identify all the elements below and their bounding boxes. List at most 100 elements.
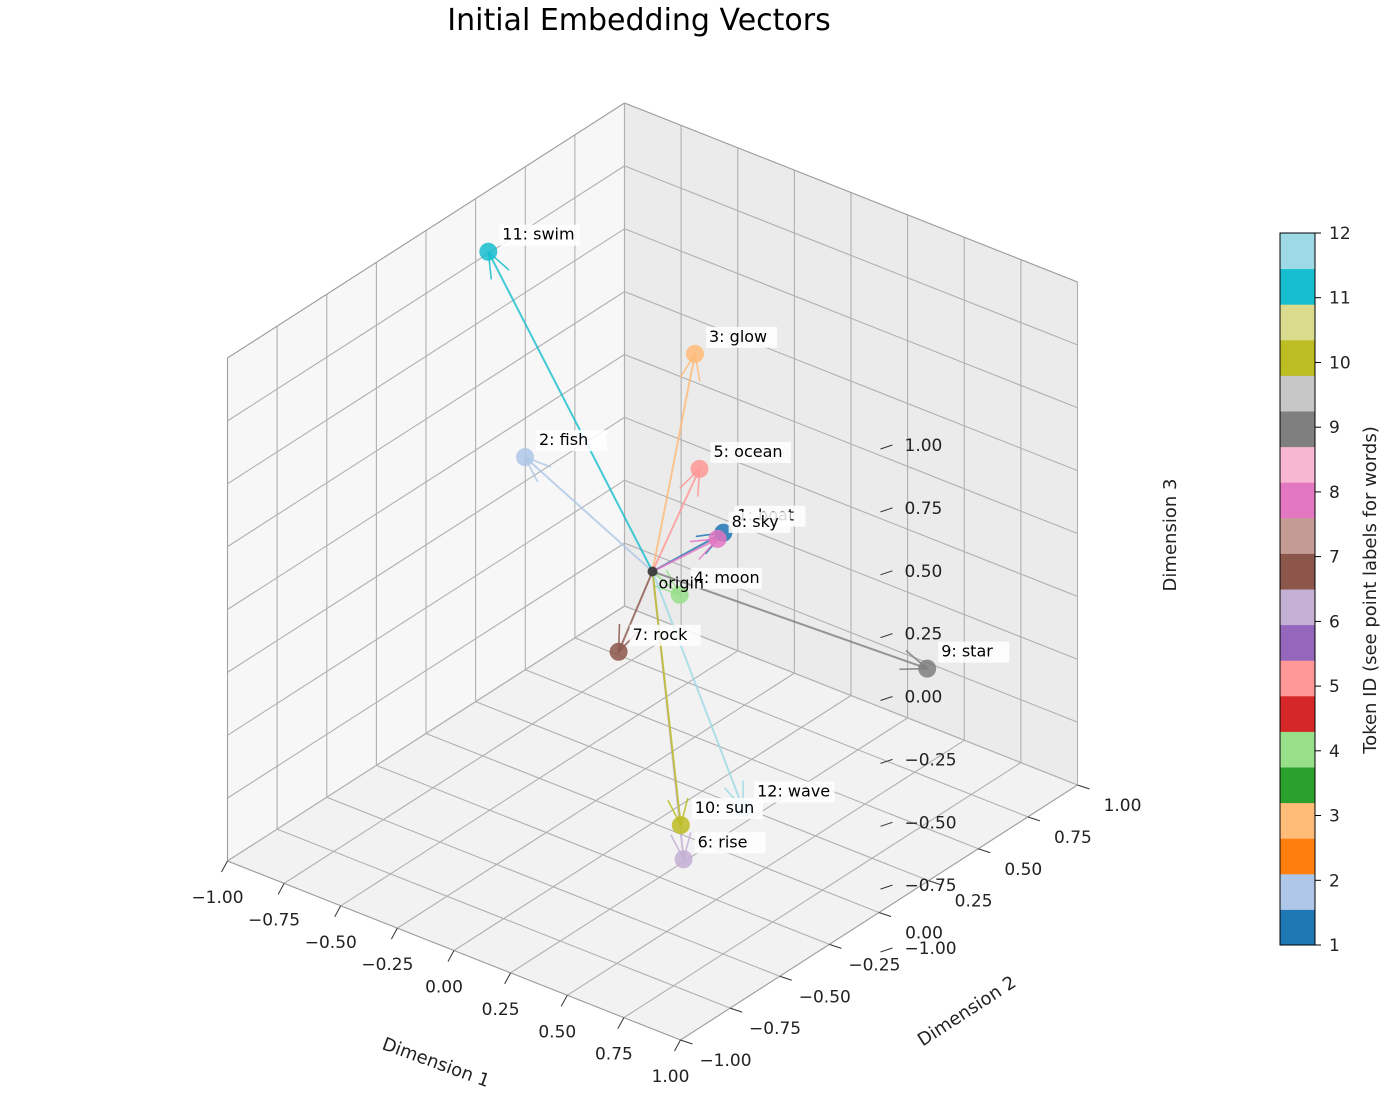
x-tick-mark — [674, 1039, 681, 1052]
pane-edge — [624, 102, 1078, 283]
colorbar-swatch — [1280, 873, 1315, 910]
z-tick-mark — [880, 884, 893, 890]
colorbar-tick-label: 9 — [1329, 418, 1340, 438]
label-bg-7 — [629, 624, 701, 646]
x-tick-label: −1.00 — [191, 888, 243, 908]
x-tick-mark — [617, 1017, 625, 1029]
y-tick-mark — [928, 880, 941, 886]
y-tick-mark — [1077, 784, 1090, 790]
x-tick-mark — [560, 995, 568, 1007]
colorbar-label: Token ID (see point labels for words) — [1360, 426, 1381, 754]
origin-point — [647, 566, 658, 577]
grid-line — [624, 165, 1078, 346]
point-label-8: 8: sky — [732, 512, 779, 531]
y-axis-label: Dimension 2 — [914, 972, 1020, 1051]
x-tick-mark — [447, 950, 455, 962]
grid-line — [227, 291, 625, 548]
grid-line — [475, 701, 929, 882]
y-tick-mark — [829, 943, 842, 949]
x-tick-label: 0.75 — [595, 1045, 633, 1065]
point-label-2: 2: fish — [539, 430, 588, 449]
x-tick-mark — [221, 860, 228, 873]
z-tick-mark — [880, 696, 893, 701]
y-tick-label: 0.00 — [905, 924, 943, 944]
x-tick-label: 0.00 — [425, 978, 463, 998]
y-tick-label: −0.75 — [749, 1019, 801, 1039]
point-11 — [479, 242, 498, 261]
label-bg-11 — [499, 224, 580, 246]
colorbar-swatch — [1280, 304, 1315, 341]
y-tick-labels: −1.00 −0.75 −0.50 −0.250.00 0.25 0.50 0.75 1.00 — [680, 784, 1141, 1071]
colorbar-swatch — [1280, 482, 1315, 519]
vector-12 — [651, 571, 745, 809]
y-tick-label: −0.50 — [799, 987, 851, 1007]
colorbar-tick-label: 1 — [1329, 936, 1340, 956]
vector-7 — [617, 571, 654, 653]
x-tick-mark — [504, 972, 512, 985]
y-tick-mark — [729, 1007, 743, 1013]
colorbar-tick-label: 6 — [1329, 612, 1340, 632]
grid-line — [425, 732, 880, 914]
point-label-7: 7: rock — [633, 625, 688, 644]
colorbar-swatch — [1280, 767, 1315, 804]
point-label-12: 12: wave — [757, 782, 830, 801]
y-tick-label: 0.75 — [1054, 828, 1092, 848]
point-label-4: 4: moon — [694, 568, 760, 587]
z-axis-label: Dimension 3 — [1160, 479, 1181, 592]
z-tick-mark — [880, 758, 893, 764]
colorbar-tick-label: 5 — [1329, 677, 1340, 697]
colorbar-swatch — [1280, 802, 1315, 839]
z-tick-mark — [880, 507, 893, 513]
colorbar-tick-label: 12 — [1329, 224, 1351, 244]
colorbar-tick-label: 4 — [1329, 742, 1340, 762]
z-tick-label: −0.25 — [905, 750, 957, 770]
colorbar-swatch — [1280, 660, 1315, 697]
grid-line — [624, 353, 1078, 535]
vector-2 — [524, 456, 654, 573]
label-bg-5 — [710, 441, 791, 463]
colorbar-swatch — [1280, 624, 1315, 661]
colorbar-swatch — [1280, 589, 1315, 626]
label-bg-2 — [536, 430, 608, 452]
z-tick-label: 1.00 — [905, 436, 943, 456]
colorbar-tick-label: 2 — [1329, 871, 1340, 891]
vector-11 — [487, 251, 654, 572]
z-tick-labels: −1.00 −0.75 −0.50 −0.25 0.00 0.25 0.50 0.75 1.00 — [880, 436, 957, 959]
vector-8 — [652, 538, 719, 573]
y-tick-mark — [779, 975, 792, 981]
origin-label: origin — [659, 574, 705, 593]
grid-line — [227, 228, 625, 485]
grid-line — [525, 669, 979, 850]
grid-line — [623, 762, 1022, 1019]
point-3 — [686, 344, 704, 363]
colorbar-swatch — [1280, 838, 1315, 875]
point-4 — [670, 585, 689, 604]
colorbar-swatch — [1280, 411, 1315, 448]
point-label-10: 10: sun — [695, 798, 754, 817]
point-2 — [516, 448, 534, 467]
colorbar-swatch — [1280, 553, 1315, 590]
y-tick-mark — [1027, 816, 1041, 822]
label-bg-8 — [728, 511, 791, 533]
colorbar-swatch — [1280, 375, 1315, 412]
colorbar-swatch — [1280, 517, 1315, 554]
colorbar-swatch — [1280, 695, 1315, 732]
label-bg-12 — [754, 781, 835, 803]
x-tick-mark — [390, 927, 398, 940]
x-tick-label: −0.25 — [361, 955, 413, 975]
point-label-6: 6: rise — [698, 832, 748, 851]
chart-title: Initial Embedding Vectors — [447, 3, 830, 38]
pane-edge — [227, 102, 625, 359]
x-tick-mark — [334, 905, 342, 917]
colorbar-swatch — [1280, 339, 1315, 376]
y-tick-label: −0.25 — [848, 955, 900, 975]
point-label-9: 9: star — [941, 642, 993, 661]
z-tick-label: 0.00 — [905, 688, 943, 708]
colorbar-swatch — [1280, 268, 1315, 305]
z-tick-label: −0.75 — [905, 876, 957, 896]
colorbar-tick-label: 10 — [1329, 354, 1351, 374]
data-points — [479, 242, 937, 869]
y-tick-mark — [978, 848, 991, 854]
y-tick-label: −1.00 — [699, 1051, 751, 1071]
